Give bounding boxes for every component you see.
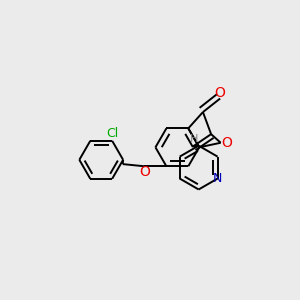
Text: O: O — [139, 165, 150, 179]
Text: Cl: Cl — [106, 127, 118, 140]
Text: N: N — [213, 172, 222, 185]
Text: O: O — [215, 85, 226, 100]
Text: O: O — [221, 136, 232, 150]
Text: H: H — [190, 134, 199, 144]
